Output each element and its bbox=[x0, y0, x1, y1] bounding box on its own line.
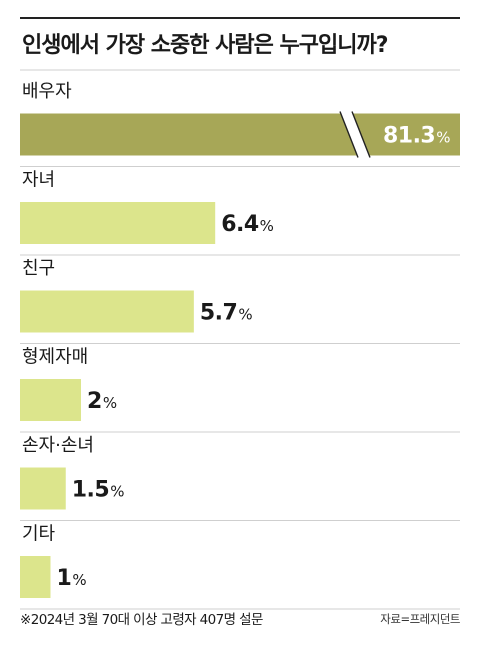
axis-break bbox=[340, 111, 370, 158]
category-label: 형제자매 bbox=[22, 347, 88, 368]
axis-break-edge bbox=[339, 111, 359, 158]
value-label: 5.7% bbox=[200, 301, 252, 326]
chart-title: 인생에서 가장 소중한 사람은 누구입니까? bbox=[22, 33, 388, 58]
bar bbox=[20, 113, 460, 156]
source-credit: 자료=프레지던트 bbox=[380, 612, 460, 626]
bar bbox=[20, 290, 194, 333]
category-label: 자녀 bbox=[22, 170, 55, 191]
value-label: 81.3% bbox=[383, 124, 450, 149]
category-label: 손자·손녀 bbox=[22, 435, 94, 456]
footnote: ※2024년 3월 70대 이상 고령자 407명 설문 bbox=[20, 612, 263, 628]
bar bbox=[20, 556, 51, 598]
bar bbox=[20, 202, 216, 244]
value-label: 2% bbox=[87, 389, 117, 414]
category-label: 배우자 bbox=[22, 81, 72, 102]
value-label: 6.4% bbox=[221, 212, 273, 237]
category-label: 친구 bbox=[22, 258, 55, 279]
value-label: 1.5% bbox=[72, 478, 124, 503]
bar bbox=[20, 379, 81, 421]
axis-break-edge bbox=[351, 111, 371, 158]
category-label: 기타 bbox=[22, 524, 56, 545]
bar bbox=[20, 467, 66, 510]
bar-rows: 배우자 81.3% 자녀 6.4% 친구 5.7% 형제자매 2% 손자·손녀 1.5% 기타1% bbox=[20, 81, 460, 610]
value-label: 1% bbox=[57, 566, 87, 591]
